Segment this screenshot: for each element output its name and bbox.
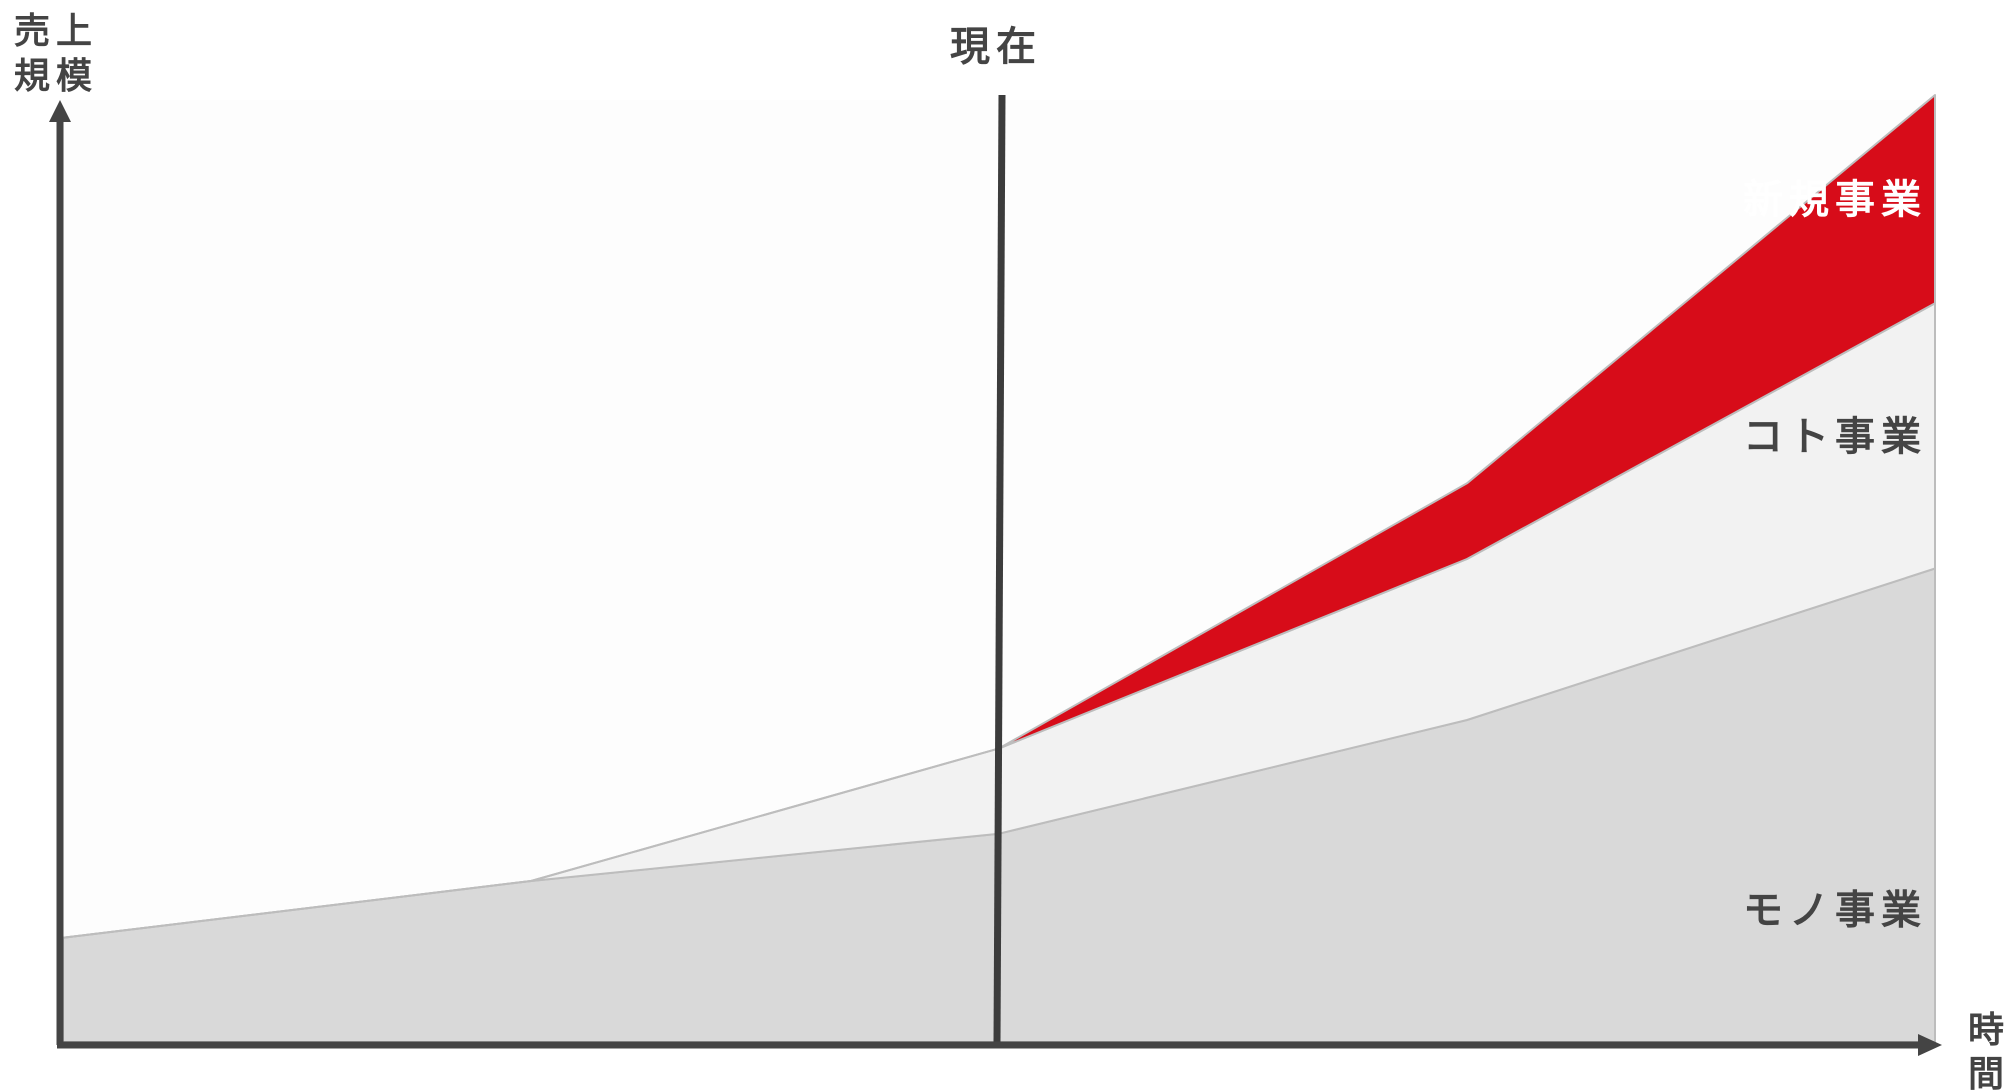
series-label-2: コト事業 bbox=[1743, 414, 1927, 460]
present-marker-label: 現在 bbox=[950, 24, 1042, 70]
y-axis-arrowhead bbox=[49, 100, 71, 122]
area-3 bbox=[62, 94, 1936, 939]
present-marker-line bbox=[993, 94, 1006, 1043]
x-axis-label-line-1: 時 bbox=[1968, 1010, 2007, 1051]
series-labels: モノ事業 コト事業 新規事業 bbox=[1743, 177, 1927, 933]
series-label-1: モノ事業 bbox=[1743, 887, 1927, 933]
x-axis-label-line-2: 間 bbox=[1968, 1054, 2007, 1091]
x-axis-arrowhead bbox=[1918, 1034, 1942, 1056]
y-axis-label-line-2: 規模 bbox=[14, 56, 98, 97]
y-axis-label-line-1: 売上 bbox=[14, 11, 98, 52]
series-label-3: 新規事業 bbox=[1743, 177, 1927, 223]
